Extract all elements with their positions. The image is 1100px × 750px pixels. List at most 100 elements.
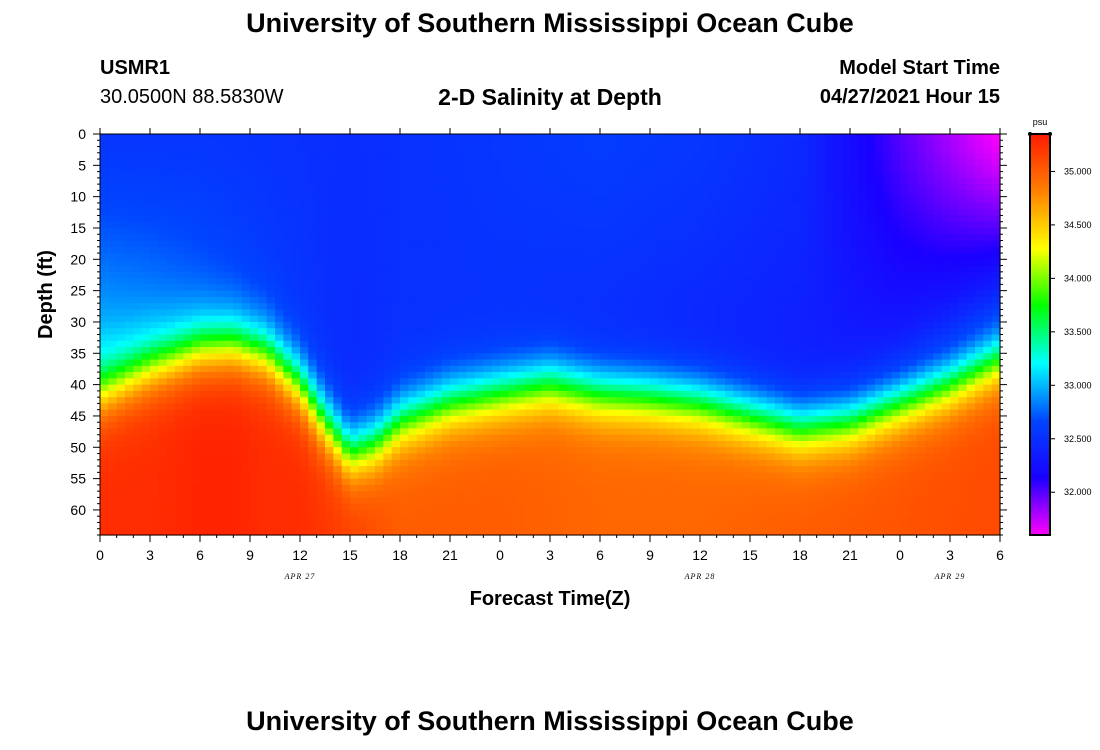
heatmap-cell — [383, 516, 393, 524]
heatmap-cell — [325, 234, 334, 242]
heatmap-cell — [408, 284, 418, 292]
heatmap-cell — [458, 202, 468, 210]
heatmap-cell — [483, 134, 493, 141]
heatmap-cell — [591, 415, 601, 423]
heatmap-cell — [391, 434, 401, 442]
heatmap-cell — [283, 240, 293, 248]
heatmap-cell — [691, 378, 701, 386]
heatmap-cell — [466, 253, 476, 260]
heatmap-cell — [500, 202, 509, 210]
heatmap-cell — [533, 403, 543, 411]
heatmap-cell — [108, 397, 118, 405]
heatmap-cell — [116, 528, 126, 536]
heatmap-cell — [116, 472, 126, 480]
heatmap-cell — [166, 403, 176, 411]
heatmap-cell — [291, 365, 301, 373]
heatmap-cell — [575, 171, 584, 179]
heatmap-cell — [466, 484, 476, 492]
heatmap-cell — [541, 372, 551, 379]
heatmap-cell — [441, 428, 451, 436]
heatmap-cell — [666, 359, 676, 367]
heatmap-cell — [400, 315, 409, 323]
heatmap-cell — [600, 240, 609, 248]
heatmap-cell — [616, 227, 626, 235]
heatmap-cell — [233, 334, 243, 342]
heatmap-cell — [500, 422, 509, 430]
heatmap-cell — [625, 159, 634, 166]
heatmap-cell — [533, 453, 543, 461]
heatmap-cell — [283, 227, 293, 235]
heatmap-cell — [575, 177, 584, 185]
heatmap-cell — [375, 453, 384, 461]
heatmap-cell — [275, 240, 284, 248]
heatmap-cell — [233, 472, 243, 480]
heatmap-cell — [341, 334, 351, 342]
heatmap-cell — [191, 146, 201, 154]
heatmap-cell — [583, 309, 593, 317]
heatmap-cell — [450, 353, 459, 361]
heatmap-cell — [550, 284, 559, 292]
heatmap-cell — [191, 271, 201, 279]
heatmap-cell — [116, 509, 126, 517]
heatmap-cell — [116, 184, 126, 191]
heatmap-cell — [416, 397, 426, 405]
heatmap-cell — [733, 278, 743, 285]
heatmap-cell — [491, 177, 501, 185]
heatmap-cell — [250, 466, 259, 473]
heatmap-cell — [600, 296, 609, 304]
heatmap-cell — [450, 478, 459, 486]
heatmap-cell — [275, 278, 284, 285]
heatmap-cell — [416, 478, 426, 486]
heatmap-cell — [225, 478, 234, 486]
heatmap-cell — [166, 353, 176, 361]
heatmap-cell — [500, 190, 509, 198]
heatmap-cell — [408, 415, 418, 423]
heatmap-cell — [741, 516, 751, 524]
heatmap-cell — [633, 234, 643, 242]
heatmap-cell — [141, 303, 151, 311]
heatmap-cell — [491, 246, 501, 254]
heatmap-cell — [700, 472, 709, 480]
heatmap-cell — [225, 415, 234, 423]
heatmap-cell — [650, 509, 659, 517]
heatmap-cell — [250, 284, 259, 292]
heatmap-cell — [500, 152, 509, 160]
heatmap-cell — [708, 472, 718, 480]
heatmap-cell — [133, 466, 143, 473]
heatmap-cell — [341, 152, 351, 160]
heatmap-cell — [508, 271, 518, 279]
heatmap-cell — [725, 472, 734, 480]
heatmap-cell — [500, 372, 509, 379]
heatmap-cell — [533, 315, 543, 323]
heatmap-cell — [716, 340, 726, 348]
heatmap-cell — [508, 209, 518, 217]
heatmap-cell — [725, 290, 734, 298]
heatmap-cell — [341, 434, 351, 442]
heatmap-cell — [625, 165, 634, 173]
heatmap-cell — [108, 296, 118, 304]
heatmap-cell — [725, 447, 734, 455]
heatmap-cell — [216, 159, 226, 166]
heatmap-cell — [275, 246, 284, 254]
heatmap-cell — [425, 215, 434, 223]
heatmap-cell — [366, 240, 376, 248]
heatmap-cell — [450, 265, 459, 273]
heatmap-cell — [675, 434, 684, 442]
heatmap-cell — [250, 303, 259, 311]
heatmap-cell — [275, 152, 284, 160]
heatmap-cell — [741, 321, 751, 329]
heatmap-cell — [150, 196, 159, 204]
heatmap-cell — [258, 372, 268, 379]
heatmap-cell — [450, 221, 459, 229]
heatmap-cell — [458, 372, 468, 379]
heatmap-cell — [108, 365, 118, 373]
heatmap-cell — [150, 397, 159, 405]
heatmap-cell — [416, 422, 426, 430]
heatmap-cell — [133, 459, 143, 467]
heatmap-cell — [183, 290, 193, 298]
heatmap-cell — [308, 397, 318, 405]
heatmap-cell — [525, 478, 534, 486]
heatmap-cell — [350, 221, 359, 229]
heatmap-cell — [150, 321, 159, 329]
